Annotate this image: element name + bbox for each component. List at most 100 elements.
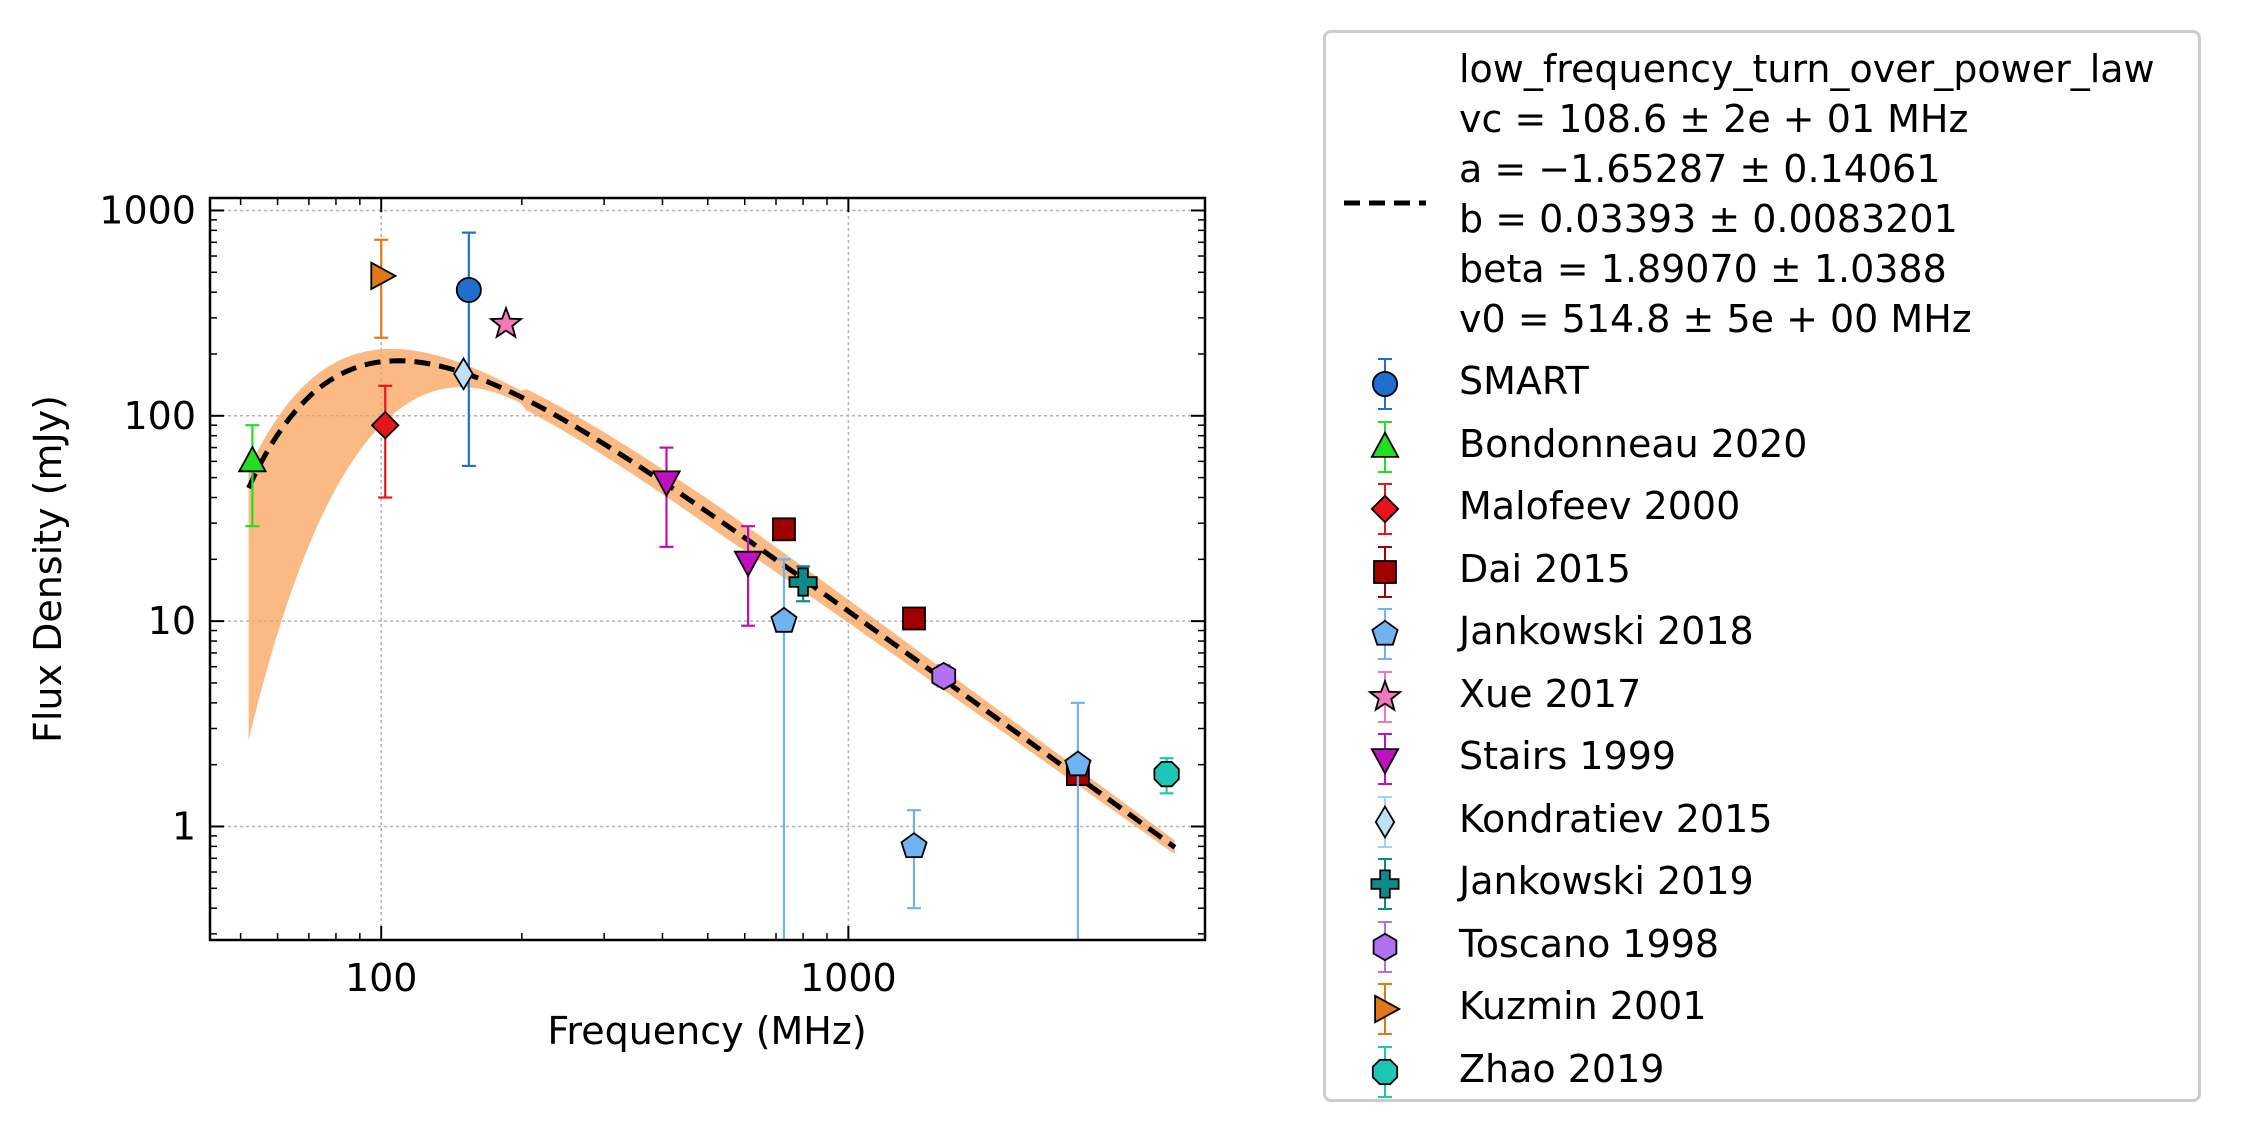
legend-label: Jankowski 2018 [1459, 609, 1754, 653]
legend: low_frequency_turn_over_power_law vc = 1… [1323, 30, 2201, 1102]
legend-label: Dai 2015 [1459, 546, 1631, 591]
series-zhao-2019 [1153, 757, 1180, 795]
legend-marker [1370, 748, 1400, 776]
plot-frame [208, 196, 1207, 942]
legend-marker [1374, 804, 1396, 839]
legend-marker-icon [1373, 545, 1397, 598]
fit-param-beta: beta = 1.89070 ± 1.0388 [1459, 247, 1947, 291]
series-jankowski-2019 [788, 565, 818, 603]
series-toscano-1998 [931, 661, 957, 691]
data-points [237, 231, 1180, 940]
legend-marker [1372, 932, 1398, 961]
fit-name: low_frequency_turn_over_power_law [1459, 47, 2155, 91]
legend-label: Kuzmin 2001 [1459, 984, 1707, 1028]
legend-marker-icon [1367, 670, 1403, 723]
x-axis-label: Frequency (MHz) [547, 1009, 866, 1053]
legend-marker [1370, 494, 1400, 524]
data-point [488, 305, 524, 339]
data-point [733, 550, 763, 578]
legend-entry: Bondonneau 2020 [1326, 416, 2198, 478]
data-point [788, 567, 818, 597]
legend-marker-icon [1374, 795, 1396, 848]
data-point [900, 832, 928, 858]
legend-marker-icon [1370, 733, 1400, 785]
data-point [902, 606, 926, 631]
data-point [237, 445, 268, 473]
flux-density-chart: 100 1000 1 10 100 1000 Frequency (MHz) Flux D… [26, 188, 1207, 1053]
legend-marker [1374, 994, 1402, 1024]
legend-label: Zhao 2019 [1459, 1046, 1665, 1091]
data-point [455, 276, 482, 303]
legend-label: Kondratiev 2015 [1459, 796, 1773, 841]
data-point [1153, 761, 1180, 788]
legend-entry: Kuzmin 2001 [1326, 978, 2198, 1040]
tick-labels: 100 1000 1 10 100 1000 [99, 188, 896, 1000]
legend-entry: Dai 2015 [1326, 541, 2198, 603]
x-tick-label: 100 [345, 956, 418, 1000]
series-jankowski-2018 [770, 558, 1092, 940]
legend-label: Malofeev 2000 [1459, 484, 1741, 528]
data-point [370, 410, 400, 440]
legend-label: Toscano 1998 [1459, 921, 1720, 966]
y-tick-label: 1 [172, 804, 196, 848]
legend-entry: SMART [1326, 353, 2198, 415]
legend-label: Xue 2017 [1459, 671, 1642, 716]
legend-label: Stairs 1999 [1459, 734, 1677, 778]
legend-marker [1367, 678, 1403, 712]
legend-marker-icon [1371, 1045, 1399, 1098]
legend-entry: Jankowski 2019 [1326, 853, 2198, 915]
legend-marker-icon [1370, 858, 1400, 910]
legend-marker-icon [1372, 358, 1399, 410]
legend-entry: Zhao 2019 [1326, 1041, 2198, 1103]
legend-entry: Malofeev 2000 [1326, 478, 2198, 540]
legend-marker [1371, 619, 1399, 646]
fit-curve-layer [246, 358, 1177, 850]
legend-marker [1372, 370, 1399, 398]
x-tick-label: 1000 [800, 956, 897, 1000]
data-point [772, 517, 796, 542]
legend-marker-icon [1370, 420, 1400, 473]
fit-uncertainty-band [248, 348, 1175, 855]
legend-marker-icon [1372, 920, 1398, 973]
fit-band [248, 348, 1175, 855]
data-point [453, 356, 474, 392]
legend-label: Jankowski 2019 [1459, 859, 1754, 903]
legend-marker-icon [1370, 483, 1400, 535]
axis-ticks [210, 198, 1205, 940]
series-xue-2017 [488, 305, 524, 339]
data-point [370, 261, 398, 291]
legend-marker [1371, 1058, 1399, 1085]
legend-entry: Toscano 1998 [1326, 916, 2198, 978]
legend-marker [1370, 869, 1400, 899]
grid-lines [210, 198, 1205, 940]
data-point [1064, 750, 1092, 777]
legend-label: Bondonneau 2020 [1459, 421, 1808, 466]
data-point [931, 661, 957, 691]
data-point [651, 470, 682, 498]
y-tick-label: 100 [123, 394, 196, 438]
series-kuzmin-2001 [370, 238, 398, 339]
fit-curve [246, 358, 1177, 850]
legend-entry: Kondratiev 2015 [1326, 791, 2198, 853]
y-axis-label: Flux Density (mJy) [26, 395, 70, 743]
fit-param-b: b = 0.03393 ± 0.0083201 [1459, 197, 1958, 241]
series-smart [455, 231, 482, 468]
legend-marker-icon [1374, 983, 1402, 1035]
legend-marker-icon [1371, 608, 1399, 660]
legend-marker [1370, 430, 1400, 458]
legend-entry: Stairs 1999 [1326, 728, 2198, 790]
y-tick-label: 10 [148, 599, 196, 643]
data-point [770, 606, 798, 633]
dashed-line-icon [1344, 200, 1426, 206]
legend-fit-entry: low_frequency_turn_over_power_law vc = 1… [1326, 43, 2198, 343]
legend-label: SMART [1459, 359, 1589, 403]
series-kondratiev-2015 [453, 356, 474, 392]
y-tick-label: 1000 [99, 188, 196, 232]
legend-entry: Xue 2017 [1326, 666, 2198, 728]
series-bondonneau-2020 [237, 424, 268, 528]
fit-param-vc: vc = 108.6 ± 2e + 01 MHz [1459, 97, 1969, 141]
series-malofeev-2000 [370, 384, 400, 499]
fit-param-a: a = −1.65287 ± 0.14061 [1459, 147, 1941, 191]
fit-param-v0: v0 = 514.8 ± 5e + 00 MHz [1459, 297, 1972, 341]
legend-entry: Jankowski 2018 [1326, 603, 2198, 665]
